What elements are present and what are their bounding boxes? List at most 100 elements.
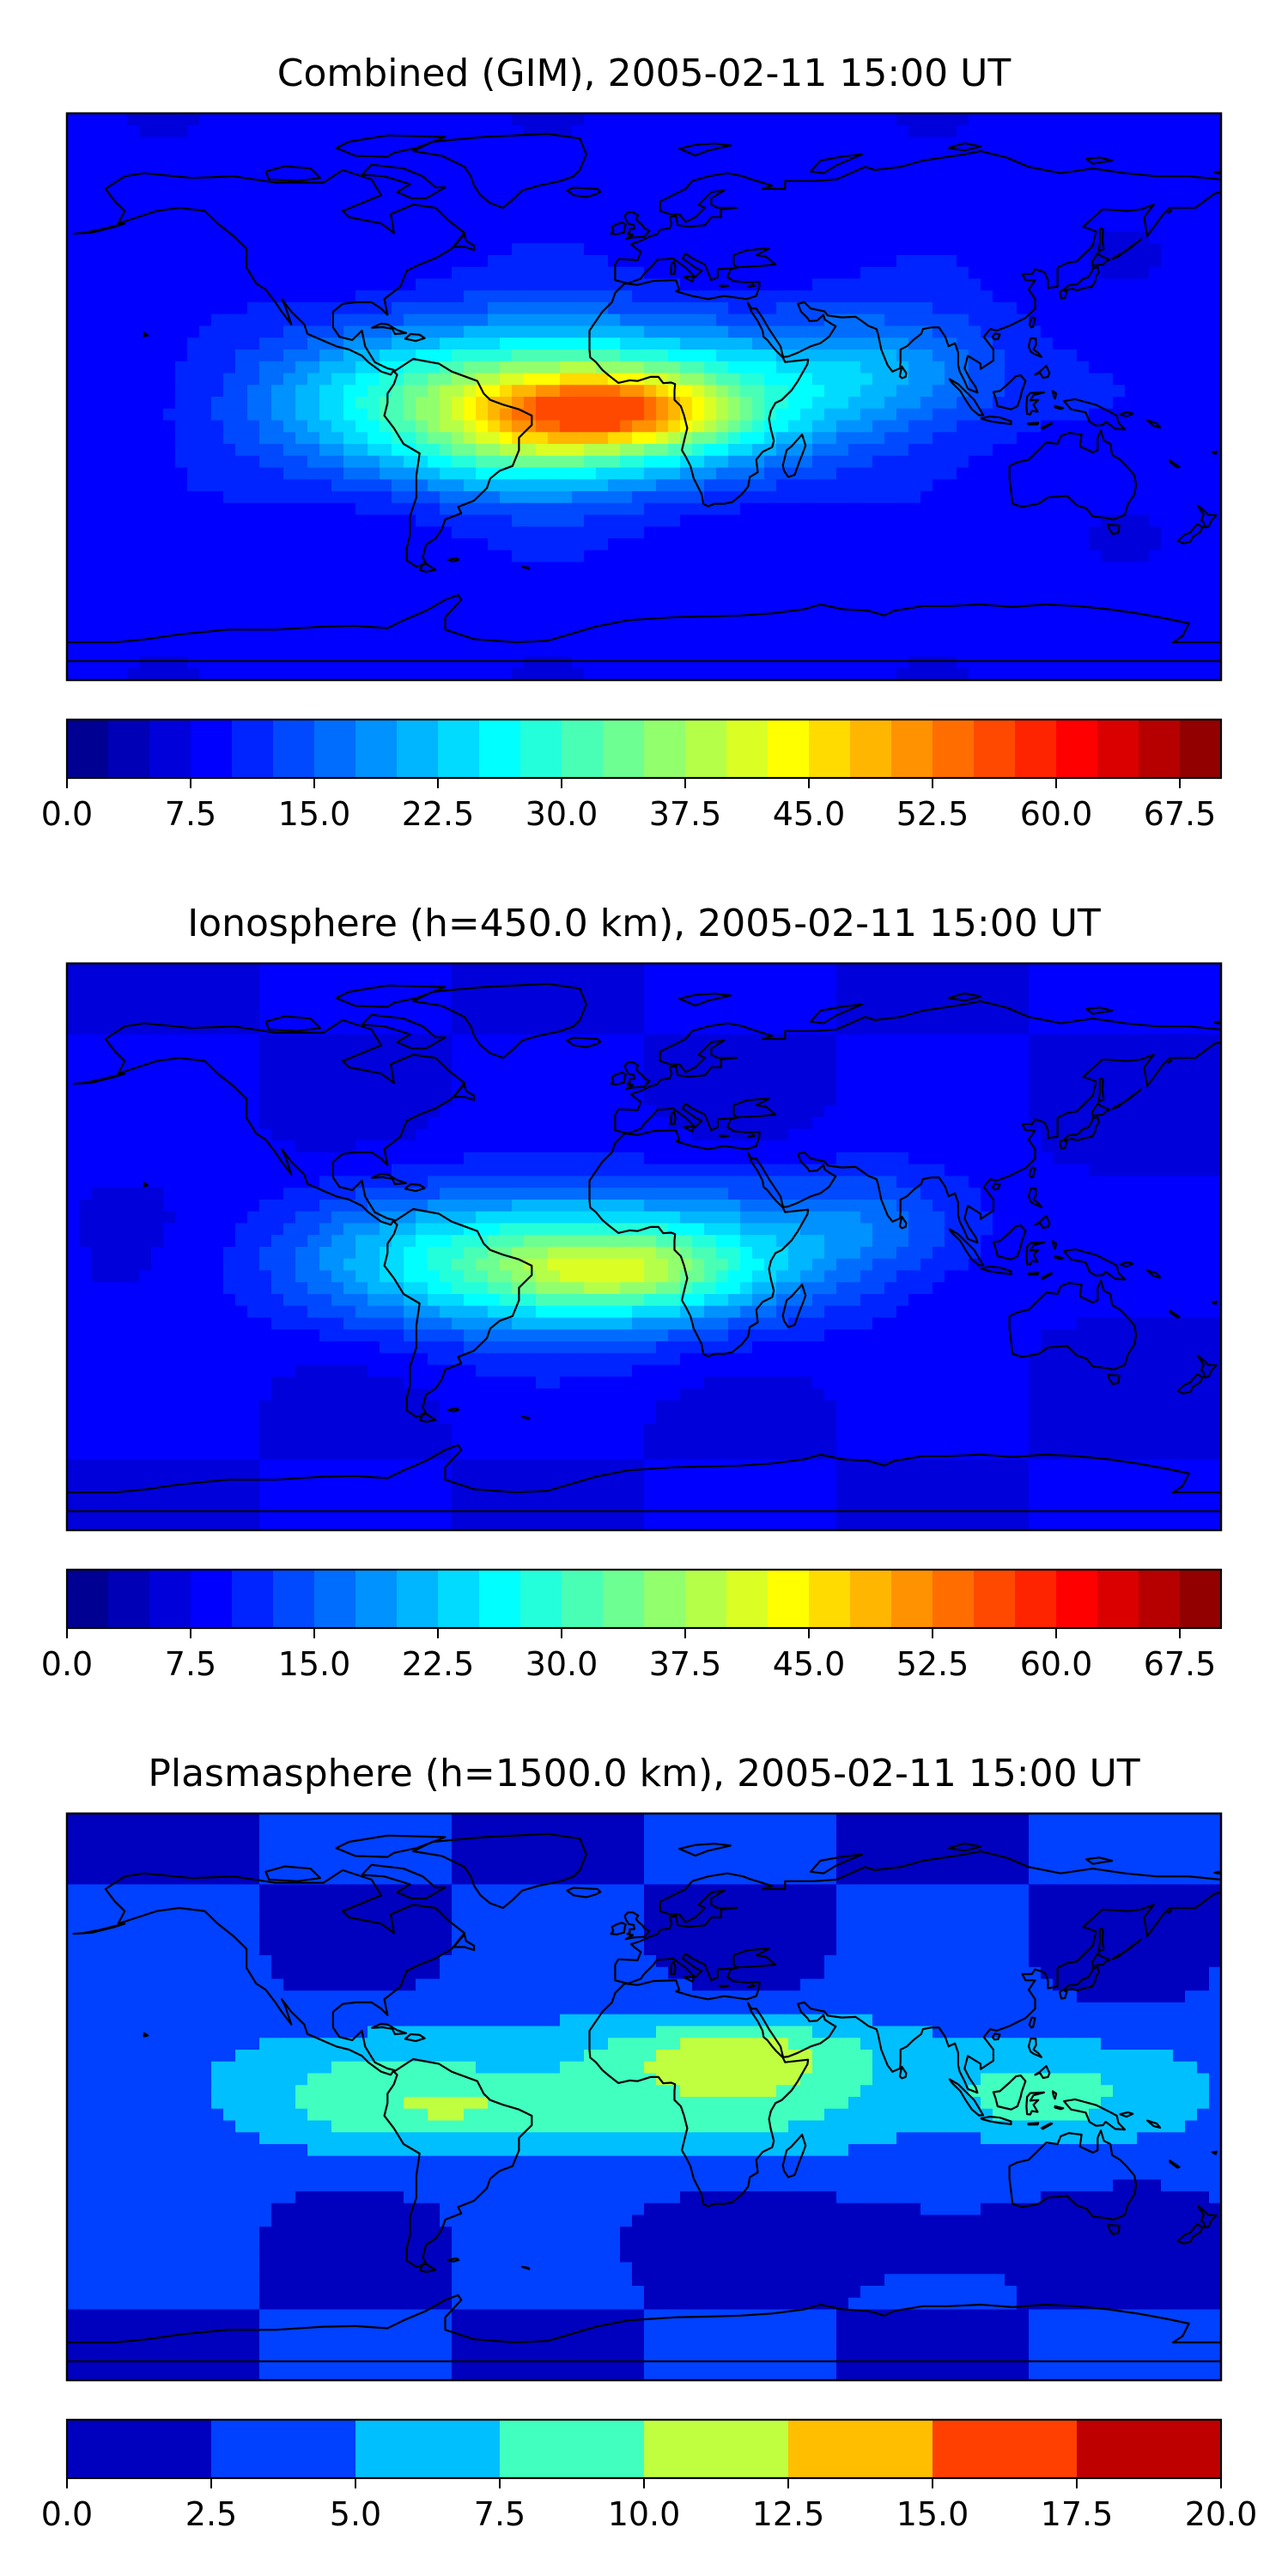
field-cell xyxy=(211,609,224,622)
field-cell xyxy=(199,184,212,197)
field-cell xyxy=(428,290,440,303)
field-cell xyxy=(295,361,308,374)
field-cell xyxy=(139,668,152,680)
field-cell xyxy=(307,432,320,445)
field-cell xyxy=(969,325,981,338)
field-cell xyxy=(259,420,272,433)
field-cell xyxy=(319,444,332,457)
field-cell xyxy=(1197,149,1210,161)
field-cell xyxy=(560,420,573,433)
map-field-0 xyxy=(67,113,1221,680)
field-cell xyxy=(812,586,825,598)
field-cell xyxy=(380,550,392,563)
field-cell xyxy=(1041,656,1054,669)
field-cell xyxy=(680,243,693,256)
field-cell xyxy=(464,302,477,315)
field-cell xyxy=(103,361,116,374)
field-cell xyxy=(1089,975,1102,988)
field-cell xyxy=(368,266,380,280)
coastline-hainan xyxy=(991,332,1001,341)
field-cell xyxy=(836,373,849,386)
field-cell xyxy=(572,633,585,646)
field-cell xyxy=(392,491,404,504)
field-cell xyxy=(79,172,92,185)
coastline-severnaya-zemlya xyxy=(947,142,982,152)
field-cell xyxy=(644,349,657,362)
field-cell xyxy=(788,502,801,516)
field-cell xyxy=(993,113,1005,126)
field-cell xyxy=(199,349,212,362)
field-cell xyxy=(440,125,453,138)
field-cell xyxy=(548,184,561,197)
field-cell xyxy=(1089,278,1102,291)
field-cell xyxy=(1065,432,1078,445)
field-cell xyxy=(993,290,1005,303)
field-cell xyxy=(608,586,621,598)
field-cell xyxy=(247,597,260,611)
field-cell xyxy=(620,644,633,658)
field-cell xyxy=(548,644,561,658)
field-cell xyxy=(1113,397,1126,410)
field-cell xyxy=(524,479,537,492)
field-cell xyxy=(331,408,344,422)
field-cell xyxy=(1173,550,1186,563)
field-cell xyxy=(668,562,681,574)
field-cell xyxy=(1065,420,1078,433)
field-cell xyxy=(1173,266,1186,280)
field-cell xyxy=(512,408,525,422)
field-cell xyxy=(127,113,140,126)
field-cell xyxy=(476,526,489,539)
field-cell xyxy=(536,302,549,315)
field-cell xyxy=(824,609,837,622)
field-cell xyxy=(908,149,921,161)
field-cell xyxy=(271,538,284,551)
field-cell xyxy=(644,397,657,410)
field-cell xyxy=(488,987,501,999)
field-cell xyxy=(103,137,116,149)
field-cell xyxy=(380,408,392,422)
field-cell xyxy=(1065,975,1078,988)
field-cell xyxy=(872,668,885,680)
field-cell xyxy=(1209,975,1221,988)
field-cell xyxy=(307,113,320,126)
field-cell xyxy=(127,219,140,233)
field-cell xyxy=(464,349,477,362)
field-cell xyxy=(91,420,104,433)
field-cell xyxy=(957,975,969,988)
field-cell xyxy=(584,137,597,149)
field-cell xyxy=(584,373,597,386)
field-cell xyxy=(163,231,176,244)
field-cell xyxy=(103,633,116,646)
field-cell xyxy=(151,479,164,492)
field-cell xyxy=(860,621,873,634)
field-cell xyxy=(416,514,428,527)
field-cell xyxy=(872,196,885,209)
field-cell xyxy=(139,113,152,126)
field-cell xyxy=(319,196,332,209)
field-cell xyxy=(1005,325,1018,338)
field-cell xyxy=(981,644,993,658)
field-cell xyxy=(476,963,489,976)
field-cell xyxy=(380,479,392,492)
coastline-taiwan xyxy=(1028,316,1036,329)
panel-title-combined: Combined (GIM), 2005-02-11 15:00 UT xyxy=(276,52,1012,95)
field-cell xyxy=(223,656,236,669)
field-cell xyxy=(500,574,513,586)
field-cell xyxy=(67,219,80,233)
field-cell xyxy=(199,455,212,469)
field-cell xyxy=(836,502,849,516)
field-cell xyxy=(79,491,92,504)
field-cell xyxy=(993,963,1005,976)
field-cell xyxy=(981,373,993,386)
field-cell xyxy=(79,550,92,563)
field-cell xyxy=(548,385,561,398)
field-cell xyxy=(79,538,92,551)
field-cell xyxy=(103,196,116,209)
field-cell xyxy=(512,184,525,197)
field-cell xyxy=(548,479,561,492)
field-cell xyxy=(235,963,248,976)
field-cell xyxy=(1089,408,1102,422)
field-cell xyxy=(452,455,465,469)
field-cell xyxy=(247,526,260,539)
field-cell xyxy=(464,385,477,398)
